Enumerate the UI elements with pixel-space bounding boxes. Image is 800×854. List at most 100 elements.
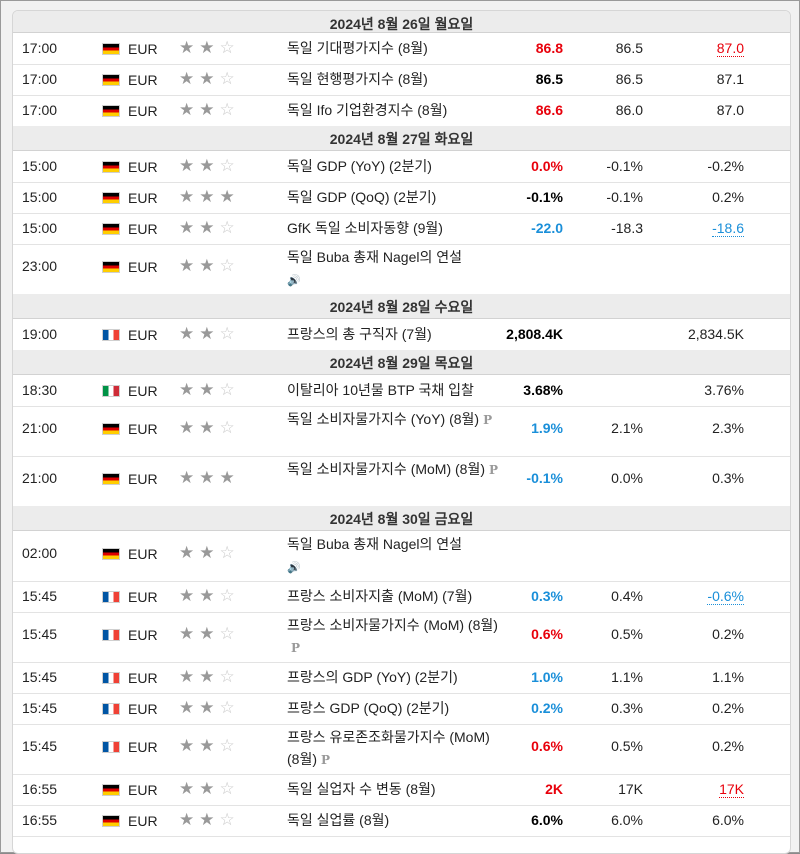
flag-fr-icon bbox=[102, 591, 120, 603]
star-icon: ★ bbox=[179, 100, 200, 119]
event-name[interactable]: 프랑스 유로존조화물가지수 (MoM) (8월) P bbox=[287, 726, 505, 771]
event-name-text: 독일 실업률 (8월) bbox=[287, 812, 390, 828]
currency-label: EUR bbox=[128, 782, 158, 798]
actual-value: 1.0% bbox=[531, 669, 563, 685]
event-row[interactable]: 15:45 EUR ★★☆ 프랑스 GDP (QoQ) (2분기) 0.2% 0.3% 0.… bbox=[13, 693, 790, 725]
star-icon: ★ bbox=[179, 586, 200, 605]
event-name[interactable]: 독일 GDP (QoQ) (2분기) bbox=[287, 186, 505, 208]
importance-stars: ★★☆ bbox=[179, 256, 240, 276]
event-row[interactable]: 17:00 EUR ★★☆ 독일 Ifo 기업환경지수 (8월) 86.6 86.0 87.… bbox=[13, 95, 790, 127]
flag-de-icon bbox=[102, 815, 120, 827]
importance-stars: ★★☆ bbox=[179, 380, 240, 400]
event-time: 15:45 bbox=[22, 626, 58, 642]
star-icon: ★ bbox=[199, 187, 220, 206]
star-icon: ★ bbox=[199, 218, 220, 237]
event-row[interactable]: 15:45 EUR ★★☆ 프랑스의 GDP (YoY) (2분기) 1.0% 1.1% 1… bbox=[13, 662, 790, 694]
event-row[interactable]: 15:45 EUR ★★☆ 프랑스 소비자물가지수 (MoM) (8월)P 0.6% 0.… bbox=[13, 612, 790, 663]
previous-value[interactable]: -18.6 bbox=[712, 220, 744, 237]
event-name[interactable]: 독일 소비자물가지수 (YoY) (8월) P bbox=[287, 408, 505, 431]
event-row[interactable]: 02:00 EUR ★★☆ 독일 Buba 총재 Nagel의 연설 🔊 bbox=[13, 531, 790, 582]
previous-value: 1.1% bbox=[712, 669, 744, 685]
event-name[interactable]: 프랑스 소비자지출 (MoM) (7월) bbox=[287, 585, 505, 607]
event-time: 15:45 bbox=[22, 588, 58, 604]
event-name[interactable]: 프랑스 GDP (QoQ) (2분기) bbox=[287, 697, 505, 719]
event-time: 16:55 bbox=[22, 781, 58, 797]
event-time: 17:00 bbox=[22, 71, 58, 87]
previous-value[interactable]: 17K bbox=[719, 781, 744, 798]
event-row[interactable]: 15:45 EUR ★★☆ 프랑스 유로존조화물가지수 (MoM) (8월) P 0.6%… bbox=[13, 724, 790, 775]
event-name[interactable]: 프랑스의 총 구직자 (7월) bbox=[287, 323, 505, 345]
previous-value: 0.3% bbox=[712, 470, 744, 486]
event-row[interactable]: 15:45 EUR ★★☆ 프랑스 소비자지출 (MoM) (7월) 0.3% 0.4% -… bbox=[13, 581, 790, 613]
event-name[interactable]: 독일 실업자 수 변동 (8월) bbox=[287, 778, 505, 800]
flag-fr-icon bbox=[102, 629, 120, 641]
event-name[interactable]: 프랑스의 GDP (YoY) (2분기) bbox=[287, 666, 505, 688]
previous-value[interactable]: 87.0 bbox=[716, 40, 744, 57]
event-name[interactable]: 독일 실업률 (8월) bbox=[287, 809, 505, 831]
currency-label: EUR bbox=[128, 813, 158, 829]
flag-it-icon bbox=[102, 385, 120, 397]
event-time: 18:30 bbox=[22, 382, 58, 398]
star-icon: ☆ bbox=[219, 218, 240, 237]
previous-value: 0.2% bbox=[712, 700, 744, 716]
event-name[interactable]: GfK 독일 소비자동향 (9월) bbox=[287, 217, 505, 239]
star-icon: ★ bbox=[199, 256, 220, 275]
actual-value: -0.1% bbox=[526, 470, 563, 486]
event-row[interactable]: 17:00 EUR ★★☆ 독일 기대평가지수 (8월) 86.8 86.5 87.0 bbox=[13, 33, 790, 65]
actual-value: 0.3% bbox=[531, 588, 563, 604]
star-icon: ☆ bbox=[219, 69, 240, 88]
actual-value: 0.6% bbox=[531, 738, 563, 754]
event-time: 17:00 bbox=[22, 40, 58, 56]
currency-label: EUR bbox=[128, 701, 158, 717]
event-name[interactable]: 이탈리아 10년물 BTP 국채 입찰 bbox=[287, 379, 505, 401]
star-icon: ★ bbox=[179, 698, 200, 717]
event-row[interactable]: 15:00 EUR ★★☆ GfK 독일 소비자동향 (9월) -22.0 -18.3 -1… bbox=[13, 213, 790, 245]
event-name[interactable]: 독일 Buba 총재 Nagel의 연설 🔊 bbox=[287, 246, 505, 292]
event-name[interactable]: 프랑스 소비자물가지수 (MoM) (8월) P bbox=[287, 614, 505, 659]
event-name-text: 프랑스 유로존조화물가지수 (MoM) (8월) bbox=[287, 729, 490, 767]
event-name-text: GfK 독일 소비자동향 (9월) bbox=[287, 220, 443, 236]
previous-value[interactable]: -0.6% bbox=[707, 588, 744, 605]
event-row[interactable]: 19:00 EUR ★★☆ 프랑스의 총 구직자 (7월) 2,808.4K 2,834.… bbox=[13, 319, 790, 351]
previous-value: 3.76% bbox=[704, 382, 744, 398]
event-row[interactable]: 21:00 EUR ★★☆ 독일 소비자물가지수 (YoY) (8월) P 1.9% 2.1… bbox=[13, 406, 790, 457]
importance-stars: ★★☆ bbox=[179, 418, 240, 438]
event-time: 15:00 bbox=[22, 158, 58, 174]
event-name[interactable]: 독일 소비자물가지수 (MoM) (8월) P bbox=[287, 458, 505, 481]
event-row[interactable]: 23:00 EUR ★★☆ 독일 Buba 총재 Nagel의 연설 🔊 bbox=[13, 244, 790, 295]
event-row[interactable]: 15:00 EUR ★★☆ 독일 GDP (YoY) (2분기) 0.0% -0.1% -0… bbox=[13, 151, 790, 183]
event-name[interactable]: 독일 기대평가지수 (8월) bbox=[287, 37, 505, 59]
speaker-icon: 🔊 bbox=[287, 275, 301, 287]
event-row[interactable]: 16:55 EUR ★★☆ 독일 실업자 수 변동 (8월) 2K 17K 17K bbox=[13, 774, 790, 806]
actual-value: 0.6% bbox=[531, 626, 563, 642]
star-icon: ★ bbox=[179, 380, 200, 399]
actual-value: 86.8 bbox=[535, 40, 563, 56]
actual-value: -22.0 bbox=[531, 220, 563, 236]
star-icon: ☆ bbox=[219, 38, 240, 57]
event-name[interactable]: 독일 현행평가지수 (8월) bbox=[287, 68, 505, 90]
event-row[interactable]: 18:30 EUR ★★☆ 이탈리아 10년물 BTP 국채 입찰 3.68% 3.76% bbox=[13, 375, 790, 407]
flag-de-icon bbox=[102, 105, 120, 117]
star-icon: ★ bbox=[199, 736, 220, 755]
importance-stars: ★★★ bbox=[179, 468, 240, 488]
event-row[interactable]: 17:00 EUR ★★☆ 독일 현행평가지수 (8월) 86.5 86.5 87.1 bbox=[13, 64, 790, 96]
star-icon: ☆ bbox=[219, 418, 240, 437]
currency-label: EUR bbox=[128, 327, 158, 343]
event-name[interactable]: 독일 Buba 총재 Nagel의 연설 🔊 bbox=[287, 533, 505, 579]
flag-de-icon bbox=[102, 423, 120, 435]
event-row[interactable]: 21:00 EUR ★★★ 독일 소비자물가지수 (MoM) (8월) P -0.1% 0.… bbox=[13, 456, 790, 507]
importance-stars: ★★☆ bbox=[179, 698, 240, 718]
event-name-text: 독일 실업자 수 변동 (8월) bbox=[287, 781, 436, 797]
day-header: 2024년 8월 30일 금요일 bbox=[13, 506, 790, 531]
star-icon: ★ bbox=[179, 187, 200, 206]
event-name-text: 프랑스의 GDP (YoY) (2분기) bbox=[287, 669, 458, 685]
event-row[interactable]: 15:00 EUR ★★★ 독일 GDP (QoQ) (2분기) -0.1% -0.1% 0… bbox=[13, 182, 790, 214]
event-name-text: 독일 Buba 총재 Nagel의 연설 bbox=[287, 249, 462, 265]
flag-de-icon bbox=[102, 161, 120, 173]
flag-fr-icon bbox=[102, 741, 120, 753]
event-name[interactable]: 독일 GDP (YoY) (2분기) bbox=[287, 155, 505, 177]
day-header: 2024년 8월 26일 월요일 bbox=[13, 11, 790, 33]
event-name[interactable]: 독일 Ifo 기업환경지수 (8월) bbox=[287, 99, 505, 121]
event-name-text: 프랑스 소비자물가지수 (MoM) (8월) bbox=[287, 617, 498, 633]
event-row[interactable]: 16:55 EUR ★★☆ 독일 실업률 (8월) 6.0% 6.0% 6.0% bbox=[13, 805, 790, 837]
